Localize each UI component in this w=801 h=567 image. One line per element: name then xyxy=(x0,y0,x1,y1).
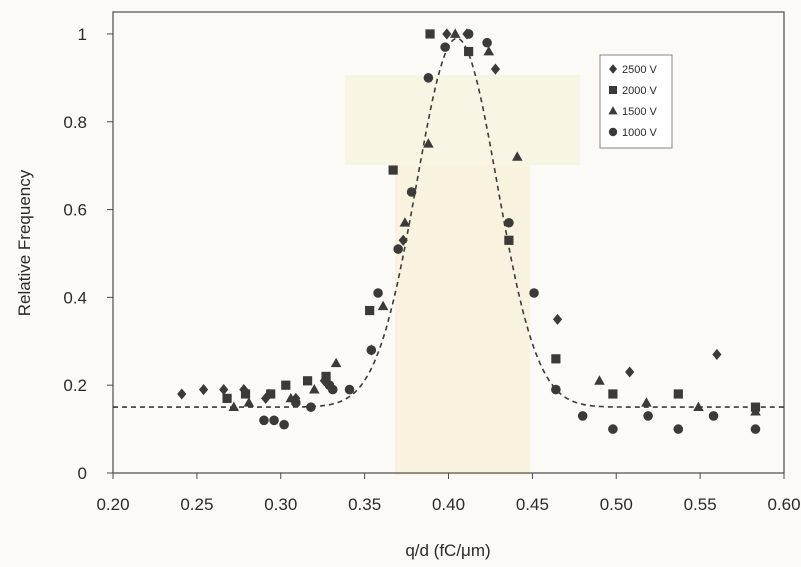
data-point-square xyxy=(222,394,231,403)
data-point-circle xyxy=(279,420,289,430)
data-point-square xyxy=(464,47,473,56)
data-point-square xyxy=(504,236,513,245)
data-point-triangle xyxy=(641,397,652,406)
data-point-circle xyxy=(306,402,316,412)
data-point-circle xyxy=(440,42,450,52)
data-point-square xyxy=(365,306,374,315)
data-point-diamond xyxy=(219,384,228,395)
x-tick-label: 0.40 xyxy=(432,495,465,514)
x-tick-label: 0.55 xyxy=(684,495,717,514)
data-point-square xyxy=(303,376,312,385)
x-tick-label: 0.20 xyxy=(96,495,129,514)
y-tick-label: 0.8 xyxy=(63,113,87,132)
legend-label: 2000 V xyxy=(622,85,658,97)
x-axis-label: q/d (fC/μm) xyxy=(405,541,490,560)
highlight-band-upper xyxy=(345,75,580,165)
data-point-circle xyxy=(464,29,474,39)
data-point-triangle xyxy=(483,46,494,55)
data-point-diamond xyxy=(625,366,634,377)
legend-marker-circle xyxy=(609,128,617,136)
legend-label: 1500 V xyxy=(622,106,658,118)
data-point-circle xyxy=(709,411,719,421)
legend-label: 2500 V xyxy=(622,64,658,76)
data-point-triangle xyxy=(309,384,320,393)
data-point-triangle xyxy=(378,301,389,310)
data-point-diamond xyxy=(199,384,208,395)
data-point-circle xyxy=(424,73,434,83)
data-point-circle xyxy=(345,385,355,395)
data-point-circle xyxy=(674,424,684,434)
data-point-circle xyxy=(482,38,492,48)
data-point-triangle xyxy=(331,358,342,367)
x-tick-label: 0.25 xyxy=(180,495,213,514)
y-axis-label: Relative Frequency xyxy=(15,169,34,316)
x-tick-label: 0.45 xyxy=(516,495,549,514)
data-point-diamond xyxy=(553,314,562,325)
data-point-circle xyxy=(259,416,269,426)
y-tick-label: 0.2 xyxy=(63,376,87,395)
x-tick-label: 0.50 xyxy=(600,495,633,514)
data-point-circle xyxy=(529,288,539,298)
data-point-square xyxy=(321,372,330,381)
data-point-square xyxy=(551,354,560,363)
data-point-square xyxy=(389,165,398,174)
data-point-triangle xyxy=(244,397,255,406)
y-tick-label: 0.4 xyxy=(63,288,87,307)
data-point-circle xyxy=(367,345,377,355)
y-axis: 0 0.2 0.4 0.6 0.8 1 xyxy=(63,25,113,483)
x-axis: 0.20 0.25 0.30 0.35 0.40 0.45 0.50 0.55 0.60 xyxy=(96,473,800,514)
data-point-circle xyxy=(751,424,761,434)
data-point-circle xyxy=(504,218,514,228)
data-point-square xyxy=(241,389,250,398)
x-tick-label: 0.60 xyxy=(767,495,800,514)
data-point-diamond xyxy=(491,64,500,75)
legend-label: 1000 V xyxy=(622,127,658,139)
legend-marker-square xyxy=(609,86,617,94)
data-point-square xyxy=(674,389,683,398)
data-point-circle xyxy=(551,385,561,395)
data-point-circle xyxy=(291,398,301,408)
data-point-diamond xyxy=(177,388,186,399)
data-point-square xyxy=(281,381,290,390)
data-point-square xyxy=(608,389,617,398)
data-point-circle xyxy=(373,288,383,298)
y-tick-label: 0.6 xyxy=(63,201,87,220)
data-point-triangle xyxy=(450,28,461,37)
data-point-circle xyxy=(578,411,588,421)
data-point-circle xyxy=(269,416,279,426)
data-point-triangle xyxy=(594,375,605,384)
x-tick-label: 0.35 xyxy=(348,495,381,514)
x-tick-label: 0.30 xyxy=(264,495,297,514)
data-point-circle xyxy=(407,187,417,197)
y-tick-label: 1 xyxy=(78,25,87,44)
data-point-circle xyxy=(643,411,653,421)
data-point-circle xyxy=(608,424,618,434)
data-point-circle xyxy=(393,244,403,254)
data-point-diamond xyxy=(712,349,721,360)
y-tick-label: 0 xyxy=(78,464,87,483)
data-point-circle xyxy=(328,385,338,395)
legend: 2500 V 2000 V 1500 V 1000 V xyxy=(600,55,672,148)
data-point-square xyxy=(425,29,434,38)
